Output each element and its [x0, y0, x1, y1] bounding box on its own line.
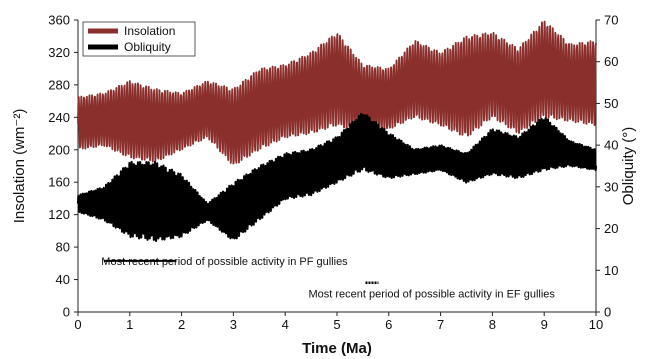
x-tick-label: 10 [589, 317, 603, 332]
x-tick-label: 9 [541, 317, 548, 332]
legend-label-insolation: Insolation [124, 24, 175, 38]
series-line-insolation [77, 20, 597, 165]
y-right-tick-label: 40 [604, 138, 618, 153]
annotation-layer: Most recent period of possible activity … [101, 256, 555, 300]
x-tick-label: 1 [126, 317, 133, 332]
annotation-ef-gullies: Most recent period of possible activity … [309, 288, 556, 300]
y-left-tick-label: 240 [48, 110, 70, 125]
y-left-tick-label: 320 [48, 45, 70, 60]
legend-label-obliquity: Obliquity [124, 40, 171, 54]
y-right-tick-label: 50 [604, 96, 618, 111]
y-left-tick-label: 0 [63, 305, 70, 320]
y-right-tick-label: 20 [604, 221, 618, 236]
tick-layer: 0 1 2 3 4 5 6 7 8 9 100408012016020024028032036001… [48, 13, 618, 333]
y-left-tick-label: 200 [48, 142, 70, 157]
y-left-tick-label: 360 [48, 13, 70, 28]
x-tick-label: 6 [385, 317, 392, 332]
y-right-tick-label: 0 [604, 305, 611, 320]
y-left-tick-label: 120 [48, 207, 70, 222]
y-right-tick-label: 30 [604, 179, 618, 194]
legend-box [82, 21, 196, 57]
x-tick-label: 0 [74, 317, 81, 332]
y-axis-right-label: Obliquity (°) [620, 127, 637, 206]
x-tick-label: 3 [230, 317, 237, 332]
y-axis-left-label: Insolation (wm⁻²) [11, 109, 28, 224]
series-layer [76, 20, 598, 243]
x-tick-label: 8 [489, 317, 496, 332]
series-line-obliquity [76, 112, 598, 243]
x-tick-label: 7 [437, 317, 444, 332]
y-right-tick-label: 10 [604, 263, 618, 278]
y-right-tick-label: 70 [604, 13, 618, 28]
x-tick-label: 5 [333, 317, 340, 332]
x-axis-label: Time (Ma) [302, 340, 372, 357]
y-right-tick-label: 60 [604, 54, 618, 69]
y-left-tick-label: 160 [48, 175, 70, 190]
y-left-tick-label: 40 [56, 272, 70, 287]
y-left-tick-label: 80 [56, 240, 70, 255]
x-tick-label: 2 [178, 317, 185, 332]
legend: Insolation Obliquity [82, 21, 196, 57]
y-left-tick-label: 280 [48, 77, 70, 92]
x-tick-label: 4 [282, 317, 289, 332]
annotation-pf-gullies: Most recent period of possible activity … [101, 256, 348, 268]
